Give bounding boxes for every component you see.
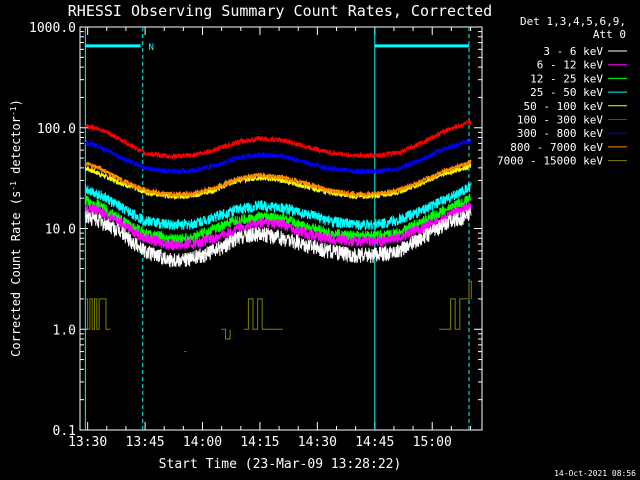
- series-line-highenergy-segment: [220, 328, 231, 340]
- legend-label: 25 - 50 keV: [530, 86, 603, 99]
- footer-timestamp: 14-Oct-2021 08:56: [554, 469, 636, 478]
- y-tick-label: 0.1: [53, 424, 76, 439]
- x-tick-label: 14:30: [298, 435, 337, 450]
- x-tick-label: 15:00: [413, 435, 452, 450]
- x-tick-label: 13:30: [68, 435, 107, 450]
- legend-label: 300 - 800 keV: [517, 127, 603, 140]
- legend-header: Det 1,3,4,5,6,9,: [520, 15, 626, 28]
- series-line-1: [84, 201, 472, 251]
- series-line-highenergy-segment: [243, 298, 283, 330]
- y-tick-label: 1.0: [53, 323, 76, 338]
- series-line-7: [84, 159, 472, 199]
- y-axis: 1000.0 100.0 10.0 1.0 0.1: [29, 21, 482, 439]
- series-line-highenergy-segment: [439, 280, 472, 330]
- x-tick-label: 14:00: [183, 435, 222, 450]
- series-line-6: [84, 138, 472, 176]
- x-tick-label: 13:45: [126, 435, 165, 450]
- legend-label: 7000 - 15000 keV: [497, 155, 603, 168]
- x-axis: 13:30 13:45 14:00 14:15 14:30 14:45 15:00: [68, 27, 472, 450]
- legend-label: 3 - 6 keV: [543, 45, 603, 58]
- flag-label: N: [148, 43, 153, 53]
- legend-label: 12 - 25 keV: [530, 72, 603, 85]
- x-tick-label: 14:45: [355, 435, 394, 450]
- legend-label: 800 - 7000 keV: [510, 141, 603, 154]
- legend-header: Att 0: [593, 28, 626, 41]
- legend-label: 50 - 100 keV: [524, 100, 604, 113]
- series-line-3: [84, 182, 472, 231]
- legend-label: 100 - 300 keV: [517, 114, 603, 127]
- y-tick-label: 100.0: [37, 122, 76, 137]
- legend-label: 6 - 12 keV: [537, 59, 604, 72]
- x-axis-label: Start Time (23-Mar-09 13:28:22): [159, 457, 402, 472]
- flag-bars: N: [85, 43, 469, 53]
- series-line-highenergy-segment: [85, 298, 111, 330]
- y-axis-label: Corrected Count Rate (s-1 detector-1): [9, 99, 24, 357]
- x-tick-label: 14:15: [240, 435, 279, 450]
- y-tick-label: 10.0: [45, 223, 76, 238]
- chart-title: RHESSI Observing Summary Count Rates, Co…: [68, 2, 492, 20]
- y-tick-label: 1000.0: [29, 21, 76, 36]
- series-line-0: [84, 207, 472, 269]
- series-line-5: [84, 119, 472, 160]
- series-group: [84, 119, 472, 353]
